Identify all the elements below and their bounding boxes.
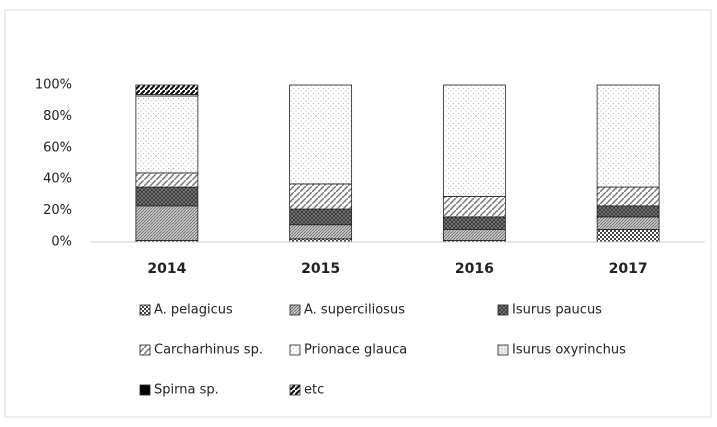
x-tick-label: 2016: [455, 261, 494, 277]
bar-segment: [289, 208, 353, 226]
y-tick-label: 0%: [51, 235, 72, 250]
legend-swatch: [139, 344, 151, 356]
bar-segment: [135, 186, 199, 207]
legend-label: Prionace glauca: [304, 343, 407, 358]
bar-segment: [442, 216, 506, 230]
y-tick-label: 80%: [43, 109, 72, 124]
legend-swatch: [139, 304, 151, 316]
legend-label: Isurus oxyrinchus: [512, 343, 626, 358]
bar-segment: [135, 95, 199, 174]
legend-swatch: [497, 344, 509, 356]
x-tick-label: 2017: [609, 261, 648, 277]
bar-segment: [596, 229, 660, 243]
bar-segment: [442, 84, 506, 197]
legend-swatch: [289, 384, 301, 396]
legend-label: etc: [304, 383, 324, 398]
bar-segment: [596, 216, 660, 230]
y-tick-label: 60%: [43, 140, 72, 155]
bar-segment: [596, 205, 660, 218]
x-tick-label: 2015: [301, 261, 340, 277]
x-tick-label: 2014: [147, 261, 186, 277]
y-tick-label: 40%: [43, 172, 72, 187]
bar-segment: [596, 84, 660, 188]
legend-label: Spirna sp.: [154, 383, 219, 398]
bar-segment: [135, 84, 199, 95]
y-tick-label: 20%: [43, 203, 72, 218]
bar-segment: [289, 183, 353, 210]
bar-segment: [289, 84, 353, 185]
legend-swatch: [289, 304, 301, 316]
y-tick-label: 100%: [35, 78, 72, 93]
legend-swatch: [497, 304, 509, 316]
legend-label: Carcharhinus sp.: [154, 343, 263, 358]
bar-segment: [289, 224, 353, 240]
bar-segment: [442, 196, 506, 218]
legend-label: Isurus paucus: [512, 303, 602, 318]
legend-label: A. superciliosus: [304, 303, 405, 318]
legend-swatch: [289, 344, 301, 356]
bar-segment: [442, 229, 506, 241]
bar-segment: [135, 172, 199, 188]
chart-border: [4, 9, 712, 418]
legend-swatch: [139, 384, 151, 396]
bar-segment: [596, 186, 660, 207]
legend-label: A. pelagicus: [154, 303, 233, 318]
bar-segment: [135, 205, 199, 241]
